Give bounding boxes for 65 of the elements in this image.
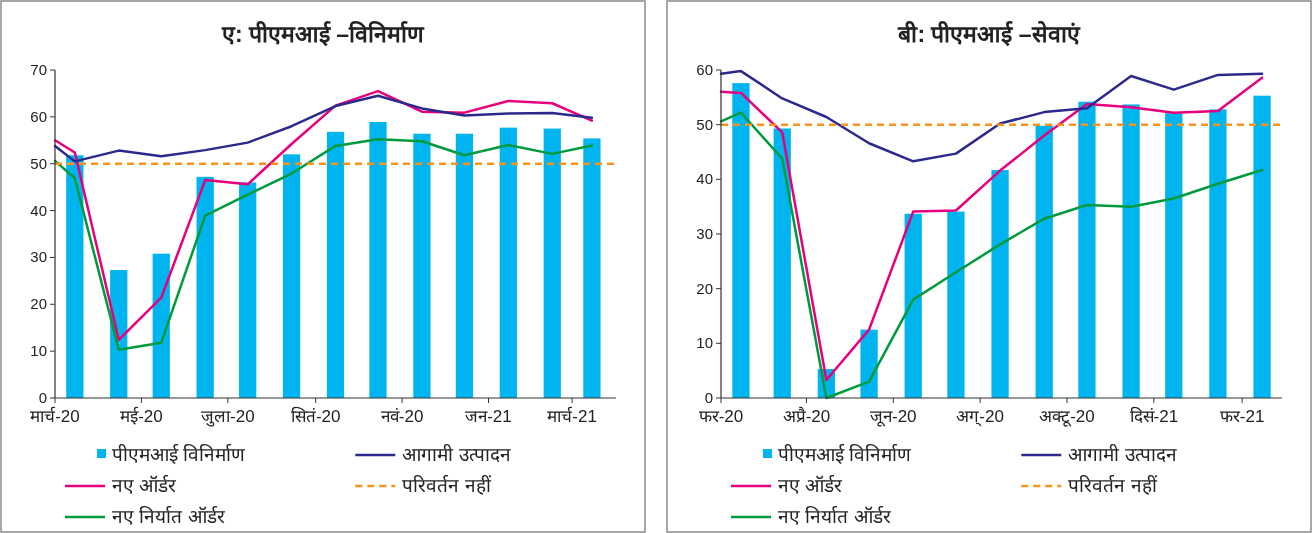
legend-label: नए ऑर्डर: [112, 474, 178, 496]
bar: [1035, 125, 1053, 398]
bar: [499, 127, 517, 398]
y-tick-label: 50: [30, 154, 47, 172]
legend-label: परिवर्तन नहीं: [402, 474, 492, 496]
legend-label: आगामी उत्पादन: [402, 443, 511, 465]
x-tick-label: जन-21: [465, 407, 512, 426]
x-tick-label: सितं-20: [290, 406, 341, 426]
x-tick-label: अप्रै-20: [782, 406, 831, 426]
x-tick-label: दिसं-21: [1129, 406, 1179, 426]
y-tick-label: 0: [704, 389, 713, 406]
bar: [1122, 104, 1140, 398]
x-tick-label: जून-20: [870, 407, 917, 427]
bar: [196, 176, 214, 398]
y-tick-label: 40: [30, 201, 47, 219]
bar: [773, 128, 791, 398]
x-tick-label: मार्च-20: [30, 406, 80, 426]
x-tick-label: अग्-20: [956, 407, 1004, 427]
y-tick-label: 10: [696, 334, 713, 352]
y-tick-label: 20: [30, 295, 47, 313]
legend-label: आगामी उत्पादन: [1068, 443, 1177, 465]
x-tick-label: फर-21: [1219, 407, 1265, 426]
bar: [1165, 113, 1183, 398]
x-tick-label: जुला-20: [201, 407, 255, 427]
y-tick-label: 30: [30, 248, 47, 266]
legend-label: नए निर्यात ऑर्डर: [112, 505, 226, 527]
y-tick-label: 30: [696, 225, 713, 242]
x-tick-label: मार्च-21: [547, 406, 597, 426]
y-tick-label: 60: [30, 107, 47, 125]
bar: [947, 211, 965, 398]
legend-label: नए निर्यात ऑर्डर: [778, 505, 892, 527]
y-tick-label: 70: [30, 61, 47, 78]
x-tick-label: अक्टू-20: [1039, 407, 1095, 427]
bar: [282, 154, 301, 398]
bar: [455, 133, 474, 398]
bar: [239, 182, 257, 398]
bar: [904, 213, 922, 398]
bar: [860, 329, 878, 398]
x-tick-label: फर-20: [698, 407, 744, 426]
bar: [583, 138, 601, 398]
legend-label: पीएमआई विनिर्माण: [778, 443, 912, 465]
bar: [326, 131, 345, 398]
legend-label: पीएमआई विनिर्माण: [112, 443, 246, 465]
legend-label: नए ऑर्डर: [778, 474, 844, 496]
y-tick-label: 40: [696, 170, 713, 188]
bar: [543, 128, 561, 398]
bar: [1078, 101, 1096, 398]
bar: [1209, 109, 1227, 398]
bar: [991, 170, 1009, 398]
y-tick-label: 0: [38, 389, 47, 406]
bar: [369, 122, 387, 398]
y-tick-label: 50: [696, 115, 713, 133]
bar: [66, 155, 84, 398]
x-tick-label: नवं-20: [380, 407, 424, 426]
x-tick-label: मई-20: [120, 406, 163, 426]
y-tick-label: 60: [696, 61, 713, 78]
bar: [732, 83, 750, 398]
y-tick-label: 20: [696, 279, 713, 297]
bar: [152, 253, 170, 398]
bar: [1253, 95, 1271, 398]
legend-label: परिवर्तन नहीं: [1068, 474, 1158, 496]
y-tick-label: 10: [30, 342, 47, 360]
chart-title: बी: पीएमआई –सेवाएं: [897, 20, 1081, 47]
chart-title: ए: पीएमआई –विनिर्माण: [220, 20, 426, 47]
bar: [413, 133, 431, 398]
